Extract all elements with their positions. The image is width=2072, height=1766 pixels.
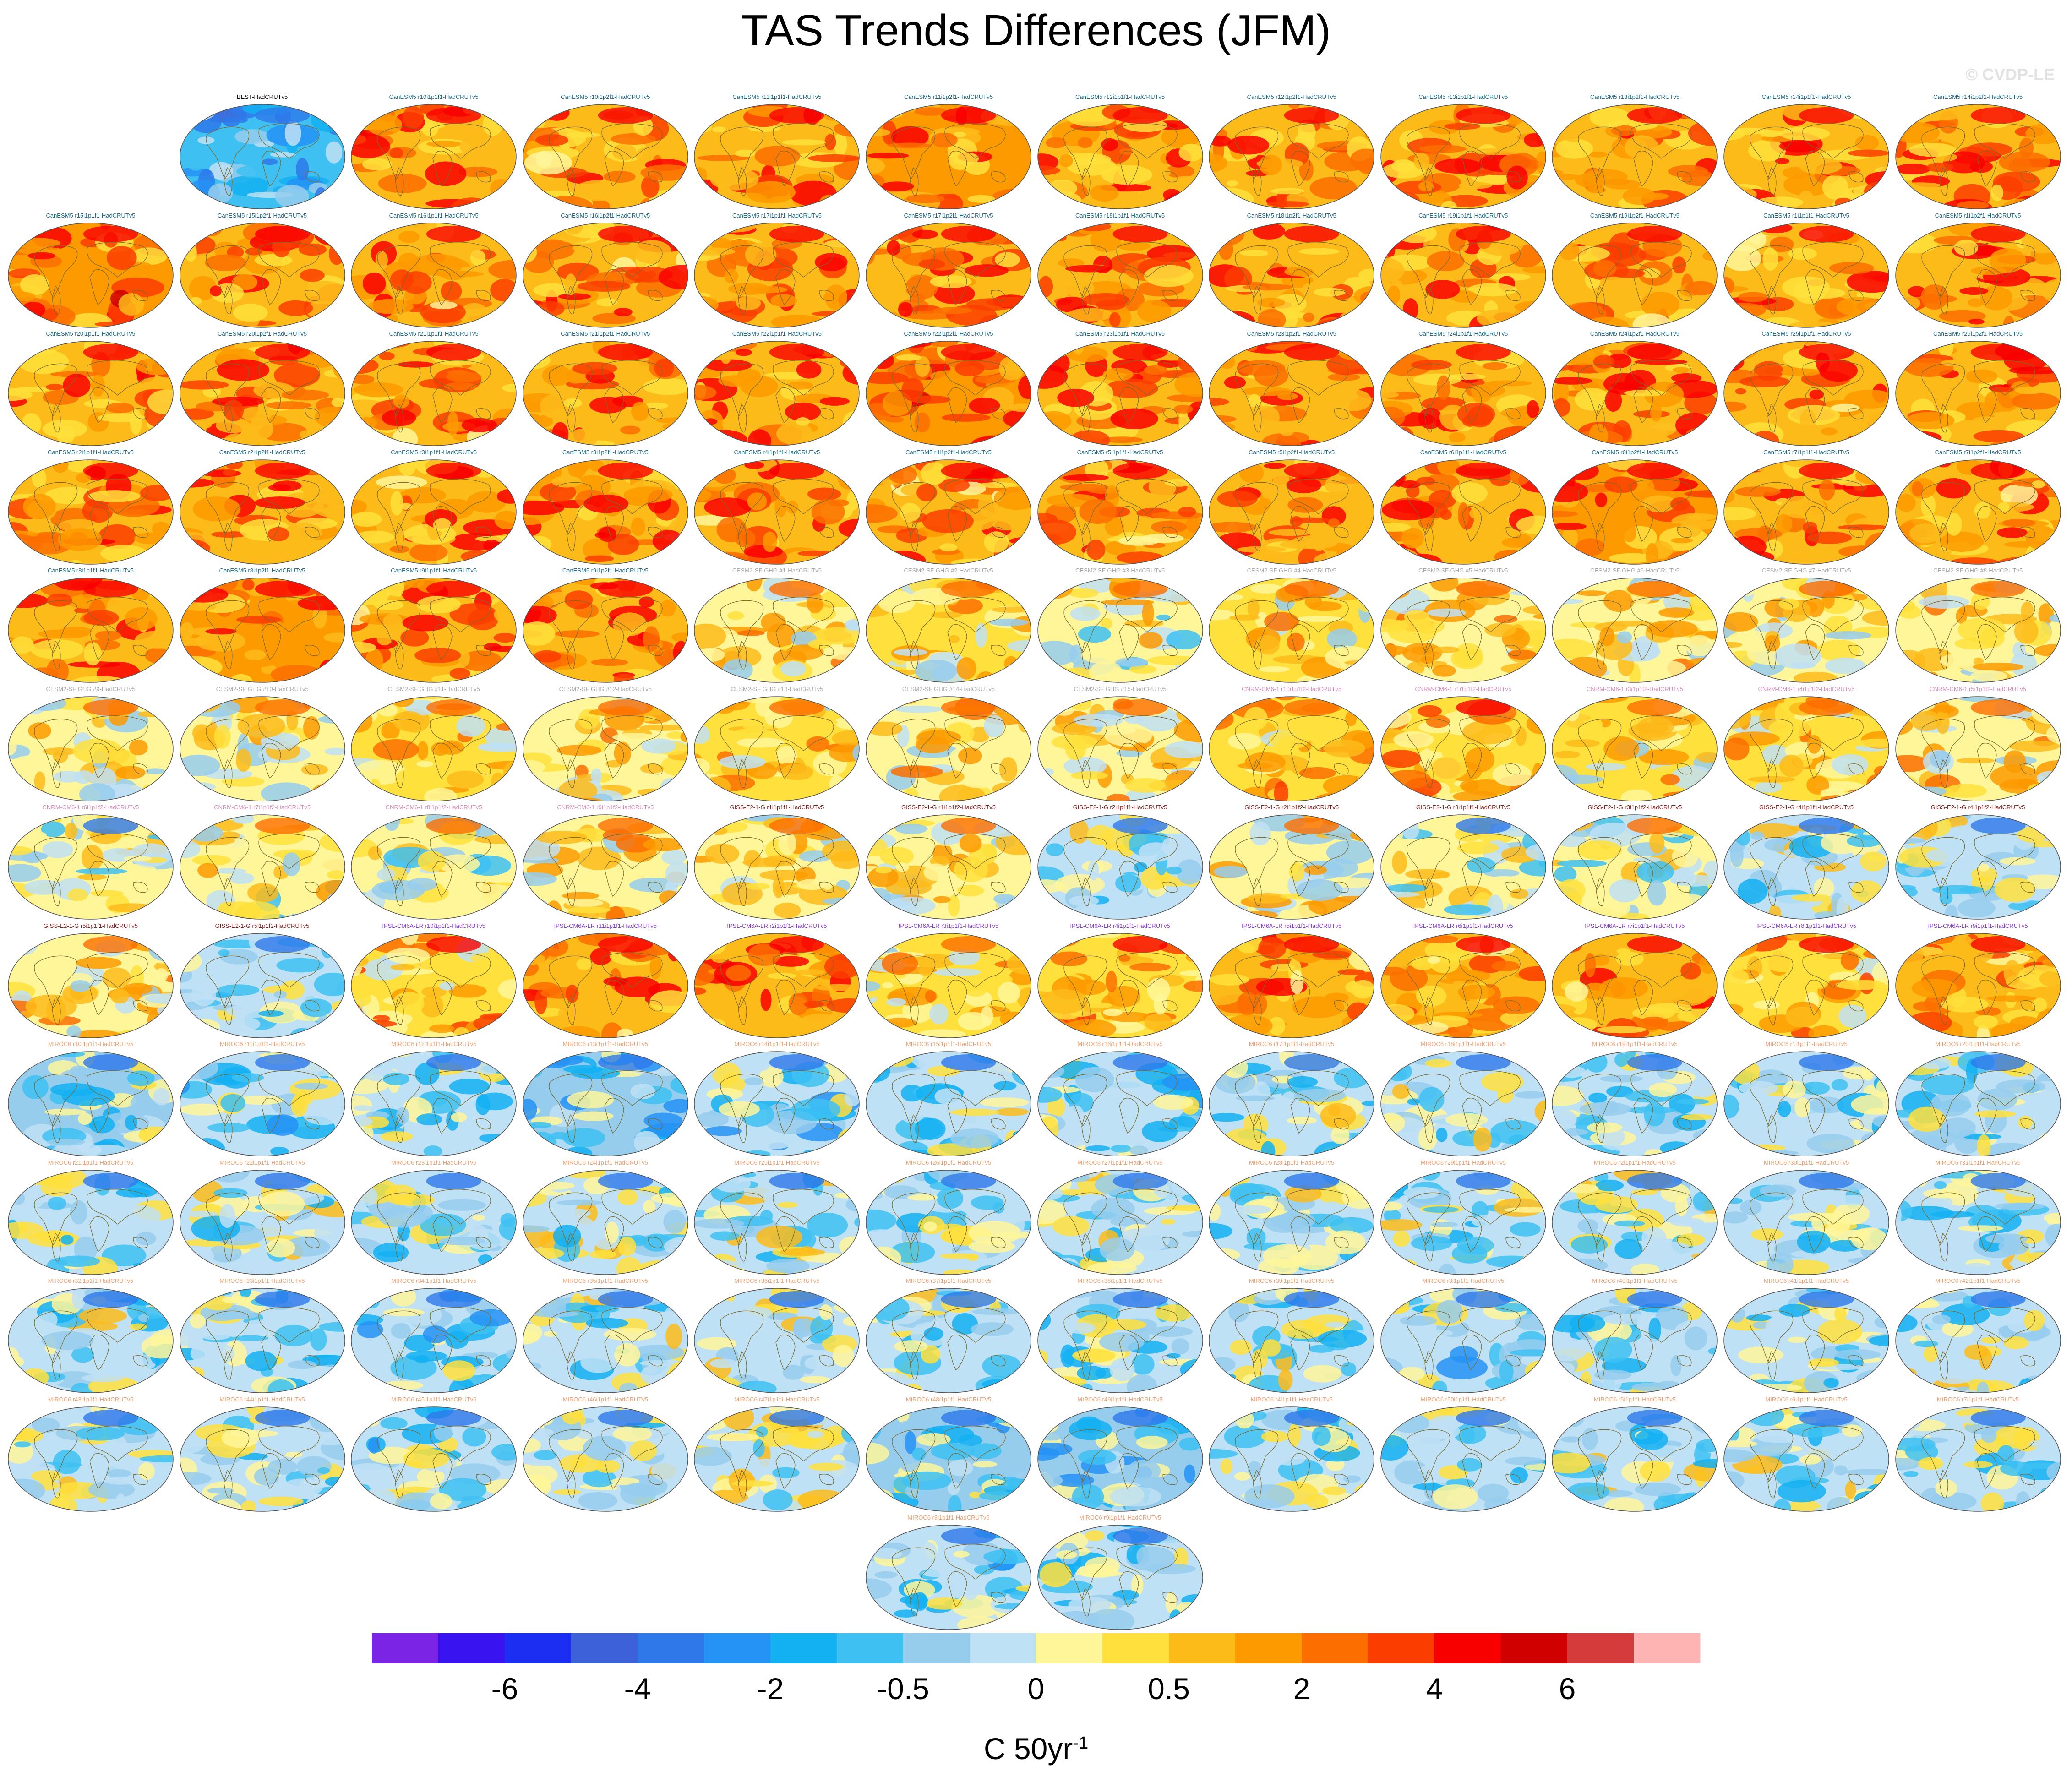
colorbar-swatch: [1501, 1633, 1568, 1663]
colorbar-swatch: [1634, 1633, 1701, 1663]
colorbar-tick-label: 6: [1559, 1672, 1576, 1706]
colorbar-swatch: [1368, 1633, 1435, 1663]
colorbar-swatch: [1302, 1633, 1369, 1663]
colorbar-swatch: [1169, 1633, 1236, 1663]
colorbar-tick-label: -4: [624, 1672, 651, 1706]
colorbar-swatch: [1434, 1633, 1501, 1663]
colorbar-swatch: [704, 1633, 771, 1663]
colorbar-tick-label: 4: [1426, 1672, 1443, 1706]
colorbar-swatch: [970, 1633, 1036, 1663]
colorbar-swatch: [1036, 1633, 1103, 1663]
colorbar-swatch: [1235, 1633, 1302, 1663]
colorbar-swatch: [638, 1633, 704, 1663]
colorbar-tick-label: 0: [1028, 1672, 1045, 1706]
colorbar-swatch: [438, 1633, 505, 1663]
colorbar-swatch: [1567, 1633, 1634, 1663]
colorbar-swatch: [571, 1633, 638, 1663]
colorbar-swatch: [837, 1633, 904, 1663]
colorbar-tick-label: -0.5: [877, 1672, 929, 1706]
colorbar-swatch: [903, 1633, 970, 1663]
colorbar-tick-label: 0.5: [1148, 1672, 1190, 1706]
colorbar-tick-label: -2: [757, 1672, 784, 1706]
colorbar-swatch: [770, 1633, 837, 1663]
colorbar-tick-label: -6: [491, 1672, 518, 1706]
colorbar-tick-label: 2: [1293, 1672, 1310, 1706]
colorbar-swatch: [1102, 1633, 1169, 1663]
colorbar-units: C 50yr-1: [0, 1731, 2072, 1766]
colorbar-swatch: [372, 1633, 439, 1663]
units-superscript: -1: [1073, 1733, 1088, 1753]
colorbar-swatch: [505, 1633, 572, 1663]
